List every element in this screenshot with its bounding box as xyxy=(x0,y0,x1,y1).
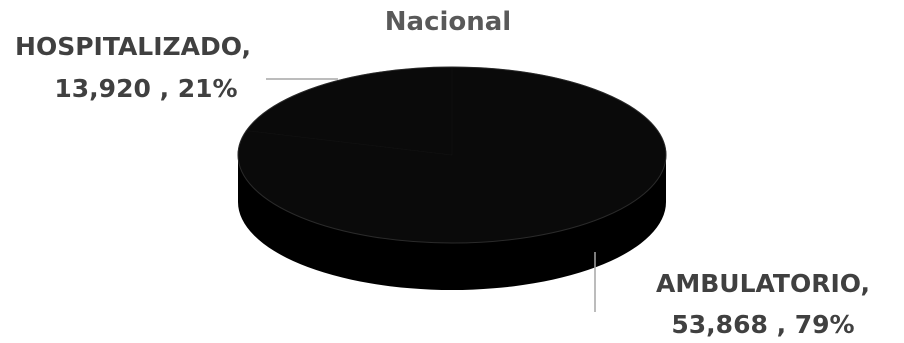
chart-title: Nacional xyxy=(385,7,511,37)
slice-label-ambulatorio-category: AMBULATORIO, xyxy=(656,269,870,298)
pie-top-rim xyxy=(237,66,667,244)
pie-side xyxy=(238,155,666,290)
slice-label-hospitalizado-value: 13,920 , 21% xyxy=(54,74,237,103)
slice-label-hospitalizado-category: HOSPITALIZADO, xyxy=(15,32,251,61)
slice-label-ambulatorio-value: 53,868 , 79% xyxy=(671,310,854,339)
pie-3d xyxy=(237,66,667,290)
